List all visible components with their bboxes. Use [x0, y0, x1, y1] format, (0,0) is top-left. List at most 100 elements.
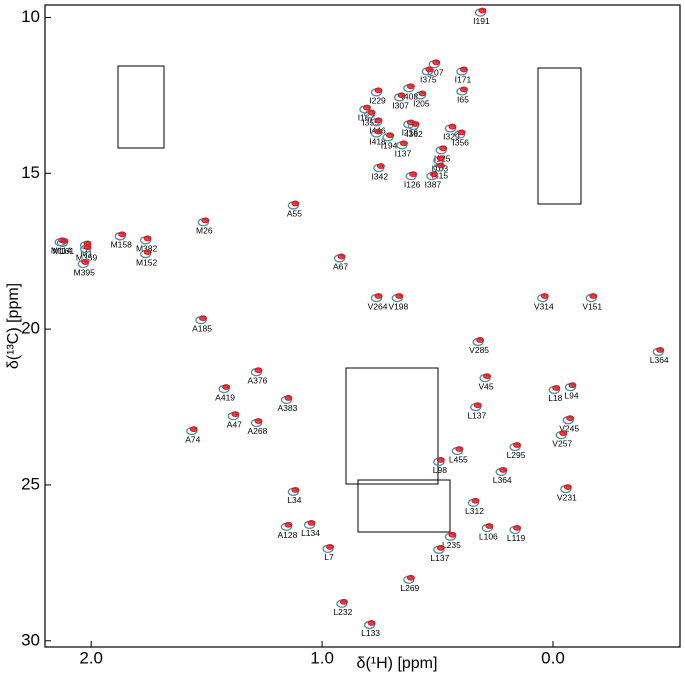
peak-label: L364	[493, 475, 512, 485]
peak-red	[436, 544, 445, 551]
peak-label: A128	[278, 530, 298, 540]
x-tick-label: 0.0	[541, 648, 565, 667]
peak-label: I356	[452, 138, 469, 148]
peak-label: L133	[361, 628, 380, 638]
peak-label: I342	[372, 171, 389, 181]
peak-red	[439, 145, 448, 152]
peak-red	[448, 531, 457, 538]
inset-box	[345, 367, 439, 485]
peak-red	[399, 140, 408, 147]
peak-red	[189, 426, 198, 432]
peak-label: I415	[432, 171, 449, 181]
peak-label: L312	[465, 506, 484, 516]
peak-label: A67	[333, 262, 348, 272]
peak-label: I171	[455, 75, 472, 85]
peak-label: I307	[392, 101, 409, 111]
peak-label: M395	[74, 267, 96, 277]
peak-label: I194	[381, 140, 398, 150]
peak-red	[374, 87, 383, 94]
x-tick-label: 1.0	[310, 648, 334, 667]
peak-label: V264	[368, 301, 388, 311]
peak-red	[513, 442, 522, 448]
peak-label: A74	[185, 434, 200, 444]
peak-red	[118, 231, 127, 238]
peak-red	[81, 259, 90, 265]
peak-red	[307, 519, 316, 526]
peak-red	[566, 415, 575, 422]
peak-label: A376	[248, 375, 268, 385]
peak-red	[254, 367, 263, 374]
peak-label: L137	[430, 553, 449, 563]
peak-label: I355	[362, 118, 379, 128]
peak-label: M1	[81, 249, 93, 259]
peak-red	[476, 337, 485, 343]
peak-red	[568, 382, 577, 389]
peak-red	[376, 163, 385, 169]
peak-label: L364	[650, 355, 669, 365]
peak-red	[563, 484, 572, 490]
peak-red	[143, 249, 152, 255]
peak-label: V45	[478, 381, 493, 391]
peak-label: V198	[388, 301, 408, 311]
peak-red	[485, 523, 494, 529]
peak-label: L295	[507, 450, 526, 460]
peak-red	[499, 467, 508, 473]
peak-label: L235	[442, 540, 461, 550]
peak-label: L106	[479, 531, 498, 541]
peak-red	[362, 104, 371, 111]
peak-label: I387	[425, 179, 442, 189]
peak-label: L7	[324, 552, 334, 562]
peak-label: I229	[369, 96, 386, 106]
peak-label: V151	[582, 301, 602, 311]
peak-red	[143, 235, 152, 242]
y-tick-label: 10	[21, 7, 40, 26]
peak-label: L137	[467, 410, 486, 420]
peak-red	[254, 418, 263, 424]
y-tick-label: 25	[21, 474, 40, 493]
peak-red	[222, 384, 231, 390]
peak-red	[483, 373, 492, 380]
peak-label: L134	[301, 528, 320, 538]
peak-label: A383	[278, 403, 298, 413]
peak-label: I418	[369, 137, 386, 147]
peak-red	[291, 200, 300, 207]
y-tick-label: 30	[21, 630, 40, 649]
peak-red	[395, 293, 404, 299]
peak-label: I137	[395, 149, 412, 159]
peak-red	[60, 237, 69, 244]
x-axis-title: δ(¹H) [ppm]	[357, 655, 438, 672]
plot-frame	[44, 4, 681, 648]
peak-label: M382	[136, 244, 158, 254]
peak-red	[459, 86, 468, 93]
peak-label: I126	[404, 179, 421, 189]
y-tick-label: 20	[21, 319, 40, 338]
peak-label: L232	[333, 607, 352, 617]
peak-red	[337, 253, 346, 260]
peak-red	[411, 121, 420, 127]
peak-red	[397, 92, 406, 99]
peak-label: L34	[287, 495, 301, 505]
peak-red	[656, 347, 665, 353]
peak-red	[291, 486, 300, 493]
peak-red	[455, 446, 464, 452]
peak-red	[418, 90, 427, 97]
peak-red	[374, 293, 383, 299]
peak-red	[457, 129, 466, 136]
peak-label: A419	[215, 392, 235, 402]
peak-label: I205	[413, 99, 430, 109]
y-tick-label: 15	[21, 163, 40, 182]
peak-label: I103	[432, 164, 449, 174]
peak-red	[436, 162, 445, 169]
peak-red	[559, 430, 568, 437]
peak-red	[231, 411, 240, 418]
peak-red	[367, 620, 376, 626]
peak-label: I362	[406, 129, 423, 139]
peak-red	[429, 171, 438, 178]
peak-red	[425, 66, 434, 73]
peak-red	[432, 59, 441, 66]
inset-box	[537, 67, 582, 205]
peak-label: M161	[53, 246, 75, 256]
inset-box	[117, 65, 165, 149]
peak-red	[552, 385, 561, 391]
peak-red	[374, 117, 383, 124]
